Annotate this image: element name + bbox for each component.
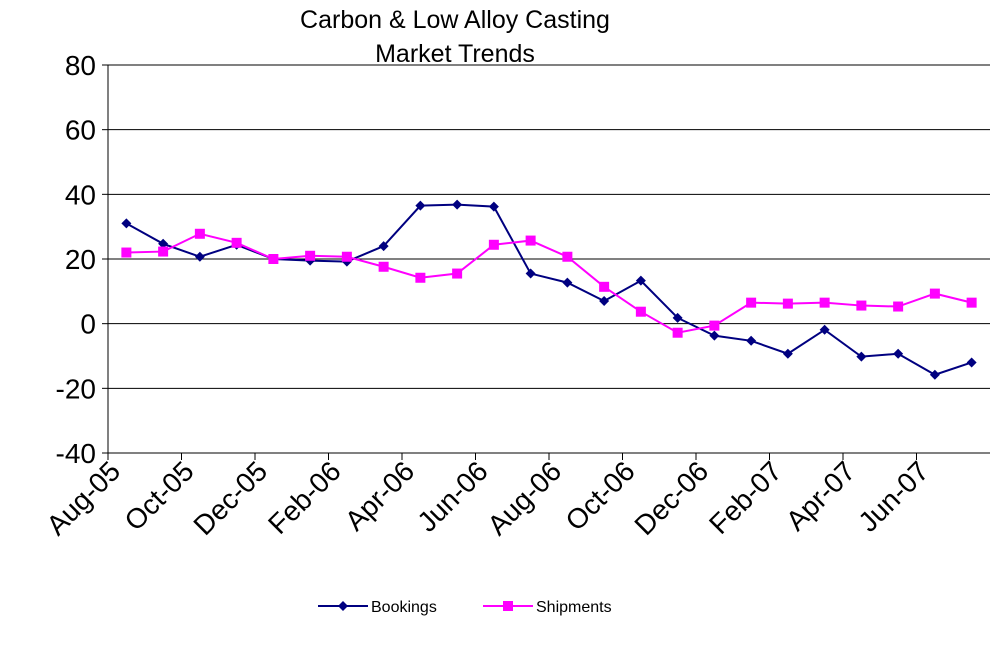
x-tick-label: Apr-07 (780, 455, 861, 536)
point (378, 261, 389, 272)
point (194, 251, 205, 262)
point (856, 351, 867, 362)
point (746, 335, 757, 346)
point (635, 275, 646, 286)
point (599, 296, 610, 307)
point (338, 601, 348, 611)
x-tick-label: Oct-05 (118, 455, 199, 536)
point (893, 301, 904, 312)
chart-title: Carbon & Low Alloy Casting (300, 6, 610, 34)
point (929, 369, 940, 380)
point (415, 272, 426, 283)
point (635, 306, 646, 317)
point (452, 268, 463, 279)
point (158, 246, 169, 257)
y-tick-label: 40 (65, 179, 96, 210)
point (856, 300, 867, 311)
point (562, 251, 573, 262)
point (746, 297, 757, 308)
point (305, 250, 316, 261)
x-tick-label: Feb-07 (703, 455, 788, 540)
x-tick-label: Aug-06 (481, 455, 567, 541)
point (525, 268, 536, 279)
point (672, 312, 683, 323)
point (709, 320, 720, 331)
y-tick-label: -20 (56, 373, 96, 404)
point (709, 330, 720, 341)
y-tick-label: 0 (80, 309, 96, 340)
y-tick-label: 60 (65, 115, 96, 146)
point (966, 357, 977, 368)
point (672, 327, 683, 338)
x-tick-label: Oct-06 (559, 455, 640, 536)
point (782, 348, 793, 359)
point (194, 228, 205, 239)
x-tick-label: Dec-05 (187, 455, 273, 541)
point (341, 251, 352, 262)
point (503, 601, 513, 611)
x-tick-label: Jun-07 (852, 455, 934, 537)
point (819, 297, 830, 308)
point (819, 324, 830, 335)
point (488, 201, 499, 212)
x-tick-label: Dec-06 (628, 455, 714, 541)
point (415, 200, 426, 211)
point (525, 235, 536, 246)
x-tick-label: Apr-06 (339, 455, 420, 536)
point (929, 288, 940, 299)
legend-label: Shipments (536, 599, 612, 616)
series-line (125, 203, 972, 376)
point (158, 238, 169, 249)
series-line (126, 232, 972, 334)
point (231, 237, 242, 248)
point (378, 241, 389, 252)
y-tick-label: -40 (56, 438, 96, 469)
y-tick-label: 20 (65, 244, 96, 275)
legend-label: Bookings (371, 599, 437, 616)
point (121, 218, 132, 229)
x-tick-label: Jun-06 (411, 455, 493, 537)
point (966, 297, 977, 308)
chart-title: Market Trends (375, 40, 535, 68)
point (452, 199, 463, 210)
x-tick-label: Feb-06 (262, 455, 347, 540)
point (488, 239, 499, 250)
point (562, 277, 573, 288)
y-tick-label: 80 (65, 50, 96, 81)
point (599, 281, 610, 292)
point (268, 254, 279, 264)
point (893, 348, 904, 359)
point (121, 247, 132, 258)
point (782, 298, 793, 309)
